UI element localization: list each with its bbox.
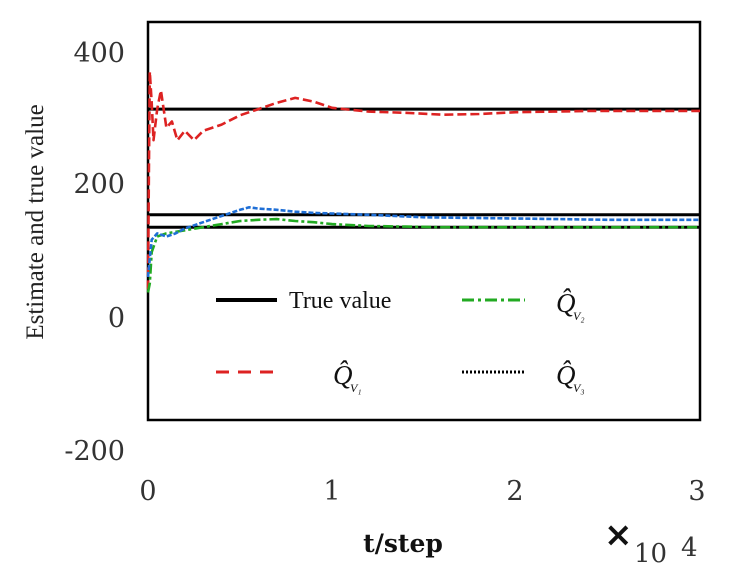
legend: True value Q̂ V₂ Q̂ V₁ Q̂ V₃: [216, 288, 585, 395]
series-line-1: [146, 217, 700, 293]
x-multiplier-symbol: ×: [604, 515, 633, 555]
series-line-2: [146, 206, 700, 278]
x-axis-label: t/step: [363, 529, 443, 558]
x-tick-label: 1: [323, 476, 340, 507]
legend-label-true-value: True value: [289, 288, 391, 314]
legend-label-q-v3: Q̂: [556, 360, 576, 390]
series-line-0: [146, 70, 700, 290]
x-multiplier-base: 10: [634, 539, 667, 569]
y-tick-label: 400: [73, 38, 125, 69]
y-tick-label: -200: [64, 436, 125, 467]
legend-subscript-q-v3: V₃: [573, 381, 585, 395]
x-tick-label: 3: [688, 476, 705, 507]
series-layer: [146, 70, 700, 293]
legend-subscript-q-v1: V₁: [350, 381, 362, 395]
y-tick-label: 0: [108, 303, 125, 334]
legend-label-q-v1: Q̂: [333, 360, 353, 390]
y-tick-label: 200: [73, 169, 125, 200]
legend-subscript-q-v2: V₂: [573, 309, 585, 323]
y-axis-label: Estimate and true value: [22, 104, 49, 339]
x-tick-label: 0: [139, 476, 156, 507]
true-value-lines: [148, 107, 700, 229]
x-multiplier: × 10 4: [604, 515, 698, 569]
x-multiplier-exponent: 4: [681, 533, 698, 563]
legend-label-q-v2: Q̂: [556, 288, 576, 318]
x-tick-label: 2: [506, 476, 523, 507]
